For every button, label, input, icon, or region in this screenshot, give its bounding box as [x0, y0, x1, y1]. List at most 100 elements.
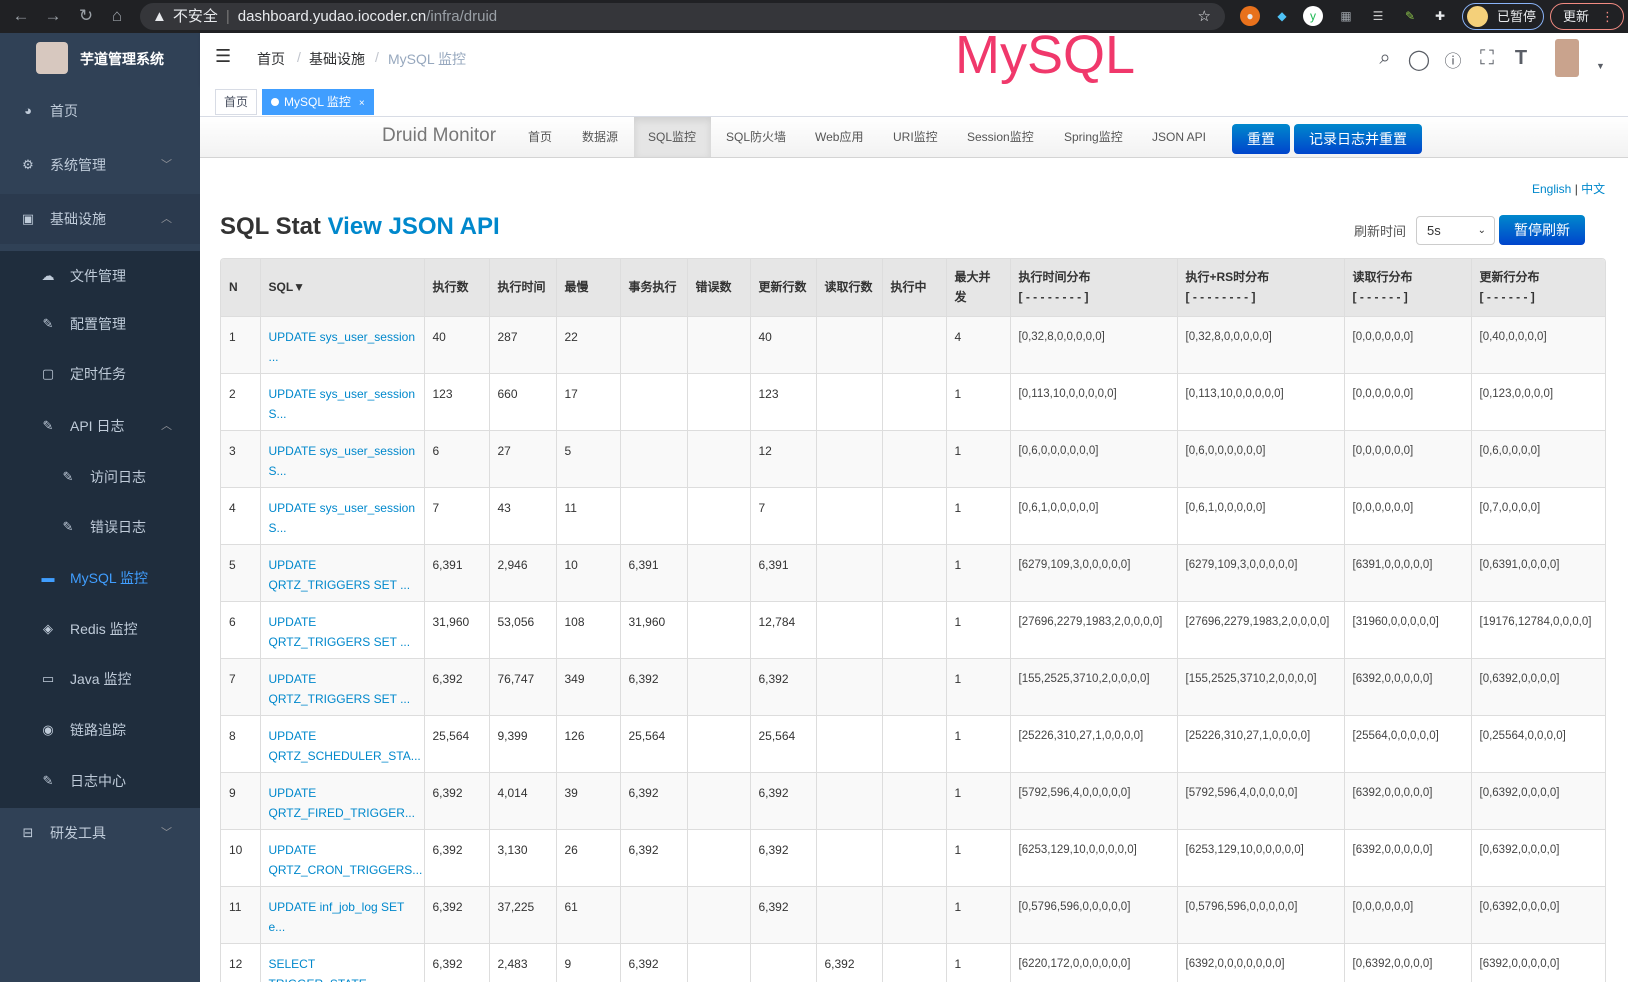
- table-cell: 6,392: [423, 942, 489, 982]
- druid-nav-spring[interactable]: Spring监控: [1064, 130, 1123, 144]
- table-cell: 6,392: [749, 657, 816, 715]
- druid-nav-datasource[interactable]: 数据源: [582, 130, 619, 144]
- sql-link[interactable]: UPDATE QRTZ_TRIGGERS SET ...: [268, 614, 411, 649]
- table-cell: [815, 657, 882, 715]
- table-cell: UPDATE sys_user_session ...: [259, 315, 424, 373]
- table-cell: [6392,0,0,0,0,0]: [1343, 771, 1471, 829]
- druid-nav-uri[interactable]: URI监控: [893, 130, 938, 144]
- view-json-api-link[interactable]: View JSON API: [327, 213, 500, 240]
- sql-link[interactable]: UPDATE sys_user_session S...: [268, 500, 416, 535]
- table-cell: [619, 429, 687, 487]
- table-cell: 12,784: [749, 600, 816, 658]
- tag-home[interactable]: 首页: [215, 89, 258, 115]
- sidebar-item[interactable]: ✎ 配置管理: [0, 299, 200, 349]
- forward-icon[interactable]: →: [44, 6, 62, 25]
- sidebar-item-label: API 日志: [70, 418, 125, 434]
- extension-icon[interactable]: ✎: [1404, 9, 1416, 23]
- extension-icon[interactable]: ◆: [1277, 9, 1287, 23]
- druid-navbar: Druid Monitor 首页 数据源 SQL监控 SQL防火墙 Web应用 …: [200, 117, 1628, 158]
- github-icon[interactable]: ◯: [1407, 49, 1431, 71]
- extension-icon[interactable]: ☰: [1372, 9, 1384, 23]
- sidebar-item[interactable]: ☁ 文件管理: [0, 251, 200, 301]
- druid-nav-webapp[interactable]: Web应用: [815, 130, 864, 144]
- hamburger-icon[interactable]: ☰: [215, 46, 232, 66]
- table-cell: 1: [945, 828, 1010, 886]
- breadcrumb-infra[interactable]: 基础设施: [309, 51, 365, 67]
- column-header[interactable]: SQL▼: [259, 259, 424, 316]
- sidebar-item[interactable]: ▢ 定时任务: [0, 349, 200, 399]
- table-cell: [815, 828, 882, 886]
- lang-chinese[interactable]: 中文: [1581, 182, 1606, 196]
- reload-icon[interactable]: ↻: [78, 6, 94, 25]
- sql-link[interactable]: UPDATE inf_job_log SET e...: [268, 899, 405, 934]
- extension-icon[interactable]: y: [1303, 6, 1323, 26]
- tag-mysql[interactable]: MySQL 监控 ×: [262, 89, 374, 115]
- star-icon[interactable]: ☆: [1197, 8, 1211, 25]
- user-avatar[interactable]: [1555, 39, 1579, 77]
- druid-nav-session[interactable]: Session监控: [967, 130, 1034, 144]
- druid-nav-home[interactable]: 首页: [528, 130, 553, 144]
- table-cell: 6,392: [619, 942, 687, 982]
- table-body: 1 UPDATE sys_user_session ... 40 287 22 40 4 [0…: [221, 315, 1605, 982]
- profile-button[interactable]: 已暂停: [1462, 3, 1544, 30]
- sql-link[interactable]: SELECT TRIGGER_STATE: [268, 956, 367, 982]
- sidebar-item[interactable]: ▣ 基础设施 ︿: [0, 194, 200, 244]
- extension-icon[interactable]: ▦: [1340, 9, 1352, 23]
- close-icon[interactable]: ×: [358, 98, 365, 109]
- gear-icon: ⚙: [22, 157, 34, 172]
- sidebar-item[interactable]: ◈ Redis 监控: [0, 604, 200, 654]
- pause-refresh-button[interactable]: 暂停刷新: [1499, 215, 1585, 245]
- refresh-interval-select[interactable]: 5s ⌄: [1416, 216, 1495, 245]
- table-cell: [881, 372, 946, 430]
- reset-button[interactable]: 重置: [1232, 124, 1290, 154]
- puzzle-icon[interactable]: ✚: [1434, 9, 1446, 23]
- sql-link[interactable]: UPDATE sys_user_session S...: [268, 443, 416, 478]
- sql-link[interactable]: UPDATE QRTZ_FIRED_TRIGGER...: [268, 785, 415, 820]
- search-icon[interactable]: ⌕: [1379, 47, 1391, 69]
- server-icon: ▭: [41, 671, 55, 686]
- sidebar-item[interactable]: ◉ 链路追踪: [0, 705, 200, 755]
- sql-link[interactable]: UPDATE sys_user_session S...: [268, 386, 416, 421]
- extension-icon[interactable]: ●: [1240, 6, 1260, 26]
- sidebar-item[interactable]: ◕ 首页: [0, 86, 200, 136]
- table-cell: [6392,0,0,0,0,0]: [1343, 828, 1471, 886]
- edit-icon: ✎: [42, 316, 54, 331]
- sidebar-item[interactable]: ⊟ 研发工具 ﹀: [0, 808, 200, 858]
- sidebar-item[interactable]: ✎ 访问日志: [0, 452, 200, 502]
- caret-down-icon[interactable]: ▼: [1596, 61, 1605, 71]
- font-size-icon[interactable]: T: [1514, 47, 1528, 69]
- update-button[interactable]: 更新 ⋮: [1550, 3, 1624, 30]
- table-cell: 6,392: [423, 657, 489, 715]
- breadcrumb-separator: /: [297, 49, 301, 65]
- log-and-reset-button[interactable]: 记录日志并重置: [1294, 124, 1422, 154]
- address-bar[interactable]: ▲ 不安全 | dashboard.yudao.iocoder.cn/infra/dr…: [140, 3, 1225, 30]
- lang-english[interactable]: English: [1532, 182, 1572, 196]
- sql-link[interactable]: UPDATE QRTZ_TRIGGERS SET ...: [268, 671, 411, 706]
- sidebar-item-label: Redis 监控: [70, 621, 138, 637]
- back-icon[interactable]: ←: [12, 6, 30, 25]
- sidebar-item[interactable]: ✎ API 日志 ︿: [0, 401, 200, 451]
- breadcrumb-home[interactable]: 首页: [257, 51, 285, 67]
- druid-nav-json-api[interactable]: JSON API: [1152, 130, 1207, 144]
- sidebar-item[interactable]: ⚙ 系统管理 ﹀: [0, 140, 200, 190]
- druid-nav-wall[interactable]: SQL防火墙: [726, 130, 787, 144]
- sidebar-item[interactable]: ✎ 错误日志: [0, 502, 200, 552]
- table-cell: [31960,0,0,0,0,0]: [1343, 600, 1471, 658]
- sidebar-item[interactable]: ✎ 日志中心: [0, 756, 200, 806]
- sql-link[interactable]: UPDATE QRTZ_CRON_TRIGGERS...: [268, 842, 423, 877]
- column-header: 执行+RS时分布 [ - - - - - - - - ]: [1176, 259, 1344, 316]
- table-cell: 1: [945, 942, 1010, 982]
- table-cell: [155,2525,3710,2,0,0,0,0]: [1009, 657, 1177, 715]
- druid-brand[interactable]: Druid Monitor: [382, 125, 497, 146]
- sql-link[interactable]: UPDATE sys_user_session ...: [268, 329, 416, 364]
- sql-link[interactable]: UPDATE QRTZ_TRIGGERS SET ...: [268, 557, 411, 592]
- help-icon[interactable]: ⓘ: [1444, 52, 1462, 71]
- sql-link[interactable]: UPDATE QRTZ_SCHEDULER_STA...: [268, 728, 421, 763]
- job-icon: ▢: [41, 366, 55, 381]
- fullscreen-icon[interactable]: ⛶: [1480, 47, 1494, 69]
- druid-nav-sql[interactable]: SQL监控: [634, 117, 711, 157]
- sidebar-item[interactable]: ▭ Java 监控: [0, 654, 200, 704]
- home-icon[interactable]: ⌂: [111, 6, 123, 25]
- table-cell: [25226,310,27,1,0,0,0,0]: [1176, 714, 1344, 772]
- sidebar-item[interactable]: ▬ MySQL 监控: [0, 553, 200, 603]
